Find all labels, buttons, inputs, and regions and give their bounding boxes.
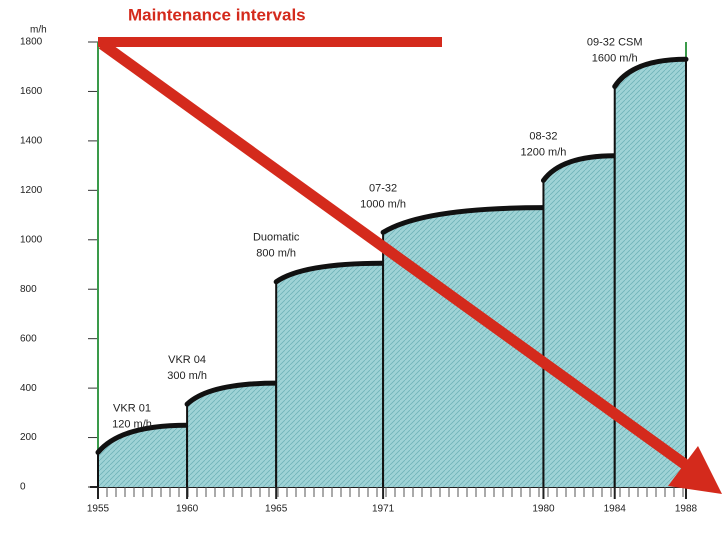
segment-top <box>612 56 689 89</box>
y-tick-label: 1000 <box>20 234 43 245</box>
x-tick-label: 1960 <box>176 504 199 515</box>
segment-name: VKR 04 <box>168 354 206 366</box>
segment-top <box>540 153 618 183</box>
y-axis-label: m/h <box>30 25 47 36</box>
y-tick-label: 1800 <box>20 37 43 48</box>
segment-rate: 1200 m/h <box>521 146 567 158</box>
segment-hatch <box>543 155 615 487</box>
segment-hatch <box>98 425 188 487</box>
segment-hatch <box>187 383 277 487</box>
y-tick-label: 0 <box>20 482 26 493</box>
x-tick-label: 1955 <box>87 504 110 515</box>
segment-top <box>184 380 279 407</box>
chart-title: Maintenance intervals <box>128 5 306 24</box>
x-tick-label: 1965 <box>265 504 288 515</box>
x-tick-label: 1984 <box>604 504 627 515</box>
y-tick-label: 1200 <box>20 185 43 196</box>
segment-top <box>380 205 546 235</box>
segment-name: VKR 01 <box>113 402 151 414</box>
segment-top <box>273 260 386 285</box>
segment-name: 09-32 CSM <box>587 36 643 48</box>
y-tick-label: 800 <box>20 284 37 295</box>
segment-name: 08-32 <box>529 130 557 142</box>
segment-rate: 300 m/h <box>167 370 207 382</box>
y-tick-label: 1400 <box>20 136 43 147</box>
x-tick-label: 1988 <box>675 504 698 515</box>
y-tick-label: 600 <box>20 333 37 344</box>
x-tick-label: 1980 <box>532 504 555 515</box>
segment-rate: 1600 m/h <box>592 52 638 64</box>
segment-name: Duomatic <box>253 232 300 244</box>
segment-name: 07-32 <box>369 182 397 194</box>
y-tick-label: 400 <box>20 383 37 394</box>
segment-rate: 120 m/h <box>112 418 152 430</box>
segment-rate: 800 m/h <box>256 248 296 260</box>
segment-top <box>95 422 190 455</box>
y-tick-label: 200 <box>20 432 37 443</box>
y-tick-label: 1600 <box>20 86 43 97</box>
x-tick-label: 1971 <box>372 504 395 515</box>
segment-hatch <box>276 263 384 487</box>
segment-rate: 1000 m/h <box>360 198 406 210</box>
trend-arrow <box>98 37 722 494</box>
segment-hatch <box>614 59 686 488</box>
